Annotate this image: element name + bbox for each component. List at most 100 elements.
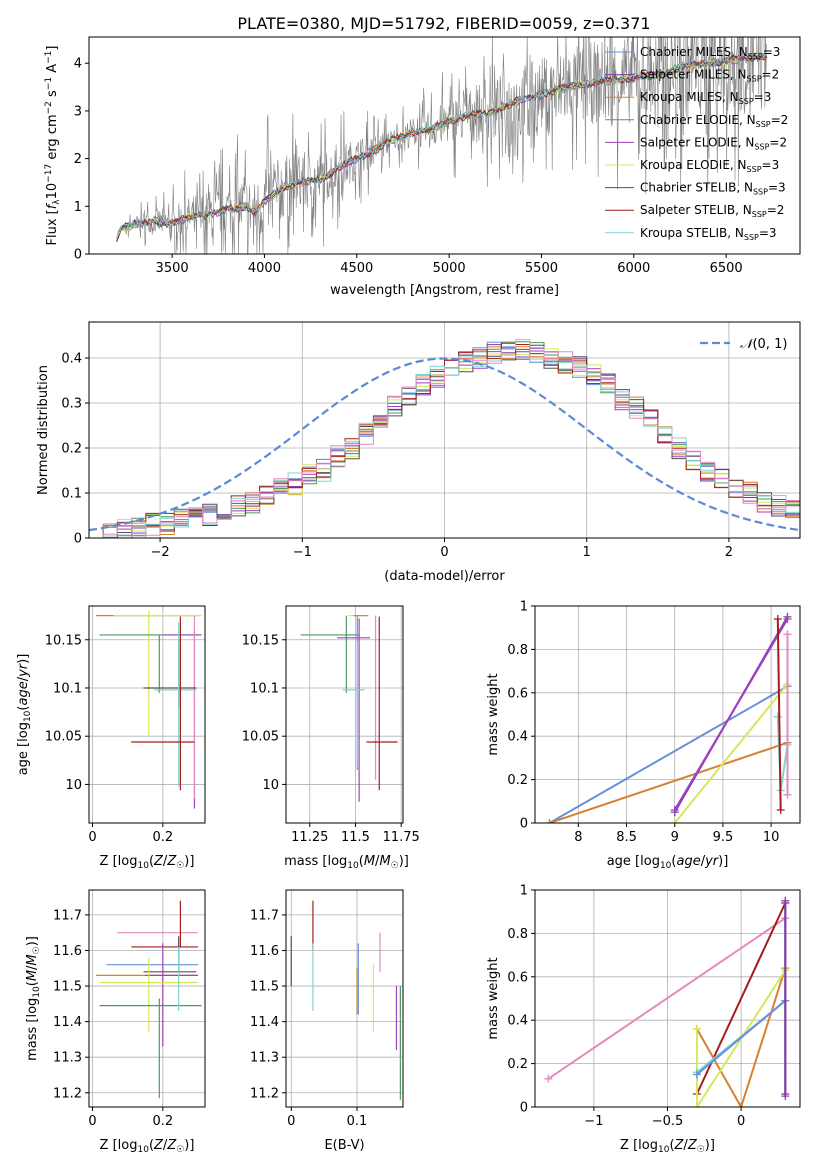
- weight-line: [695, 969, 787, 1107]
- weight-marker: [783, 790, 792, 799]
- x-tick-label: 0: [88, 830, 96, 845]
- axes-frame: [88, 605, 206, 824]
- histogram-step: [89, 348, 800, 538]
- legend-entry: Kroupa MILES, NSSP=3: [640, 90, 771, 106]
- plot-area: [290, 900, 401, 1100]
- weight-line: [547, 917, 786, 1080]
- weight-line: [673, 618, 789, 811]
- y-tick-label: 11.3: [53, 1051, 82, 1066]
- weight-line: [696, 999, 786, 1076]
- x-tick-label: 10: [763, 830, 780, 845]
- spectrum-data-line: [116, 37, 767, 254]
- weight-marker: [692, 1103, 701, 1107]
- legend-entry: Chabrier ELODIE, NSSP=2: [640, 113, 788, 129]
- panel-massweight_vs_age: 8 8.5 9 9.5 10 0 0.2 0.4 0.6 0.8 1 mass weight age […: [486, 600, 801, 871]
- y-axis-label: Flux [fλ10−17 erg cm−2 s−1 A−1]: [44, 46, 62, 246]
- y-tick-label: 1: [520, 600, 528, 615]
- model-line-chabrier-stelib: [116, 54, 768, 243]
- y-tick-label: 0.4: [507, 730, 528, 745]
- x-tick-label: 4500: [340, 261, 373, 276]
- y-tick-label: 11.7: [250, 908, 279, 923]
- y-tick-label: 0.4: [507, 1014, 528, 1029]
- panel-residuals: −2 −1 0 1 2 0 0.1 0.2 0.3 0.4 𝒩(0, 1) (data-model)/…: [36, 321, 801, 584]
- y-axis-label: age [log10(age/yr)]: [16, 654, 33, 776]
- plot-area: [116, 37, 768, 254]
- x-axis-label: Z [log10(Z/Z☉)]: [100, 1138, 195, 1155]
- legend-entry: Salpeter ELODIE, NSSP=2: [640, 135, 787, 151]
- x-tick-label: 0: [440, 545, 448, 560]
- weight-line: [673, 683, 789, 823]
- y-tick-label: 0.2: [61, 442, 82, 457]
- x-tick-label: −1: [584, 1114, 603, 1129]
- y-tick-label: 0.6: [507, 686, 528, 701]
- x-tick-label: 4000: [248, 261, 281, 276]
- y-tick-label: 0.8: [507, 927, 528, 942]
- axes-frame: [285, 889, 404, 1108]
- x-tick-label: −0.5: [652, 1114, 684, 1129]
- weight-marker: [544, 1074, 553, 1083]
- y-tick-label: 0.2: [507, 1057, 528, 1072]
- panel-age_vs_mass: 11.25 11.5 11.75 10 10.05 10.1 10.15 mass [log1…: [242, 605, 420, 871]
- y-tick-label: 1: [520, 884, 528, 899]
- x-axis-label: mass [log10(M/M☉)]: [284, 854, 409, 871]
- x-axis-label: age [log10(age/yr)]: [607, 854, 729, 871]
- weight-line: [696, 967, 787, 1107]
- y-tick-label: 2: [74, 152, 82, 167]
- y-tick-label: 0.6: [507, 970, 528, 985]
- axes-frame: [534, 889, 801, 1108]
- y-tick-label: 11.5: [53, 980, 82, 995]
- weight-marker: [545, 819, 554, 823]
- x-tick-label: 3500: [156, 261, 189, 276]
- weight-marker: [692, 1024, 701, 1033]
- weight-marker: [692, 1070, 701, 1079]
- weight-marker: [783, 615, 792, 624]
- x-axis-label: Z [log10(Z/Z☉)]: [100, 854, 195, 871]
- y-tick-label: 0.3: [61, 397, 82, 412]
- normal-curve: [89, 357, 800, 532]
- panel-spectrum: 3500 4000 4500 5000 5500 6000 6500 0 1 2 3 4 Chabrie…: [44, 36, 801, 298]
- legend-entry: Chabrier MILES, NSSP=3: [640, 45, 780, 61]
- axes-frame: [285, 605, 404, 824]
- y-axis-label: mass weight: [486, 957, 501, 1039]
- y-tick-label: 11.7: [53, 908, 82, 923]
- y-tick-label: 10: [65, 778, 82, 793]
- model-line-kroupa-stelib: [116, 51, 768, 240]
- weight-marker: [773, 615, 782, 624]
- y-tick-label: 11.4: [53, 1015, 82, 1030]
- panel-massweight_vs_Z: −1 −0.5 0 0 0.2 0.4 0.6 0.8 1 mass weight Z [log10…: [486, 884, 801, 1155]
- y-tick-label: 0: [520, 1101, 528, 1116]
- y-tick-label: 10: [262, 778, 279, 793]
- x-axis-label: E(B-V): [324, 1138, 364, 1153]
- y-tick-label: 10.05: [242, 730, 279, 745]
- x-axis-label: wavelength [Angstrom, rest frame]: [330, 283, 559, 298]
- y-tick-label: 10.15: [45, 633, 82, 648]
- y-tick-label: 0.1: [61, 487, 82, 502]
- x-tick-label: −1: [293, 545, 312, 560]
- legend-entry: Chabrier STELIB, NSSP=3: [640, 181, 786, 197]
- histogram-step: [89, 347, 800, 538]
- x-tick-label: 6000: [617, 261, 650, 276]
- legend-entry: Salpeter MILES, NSSP=2: [640, 68, 779, 84]
- weight-line: [549, 741, 788, 823]
- y-tick-label: 0.8: [507, 643, 528, 658]
- legend-entry: Kroupa ELODIE, NSSP=3: [640, 158, 779, 174]
- x-tick-label: 2: [725, 545, 733, 560]
- y-axis-label: mass weight: [486, 673, 501, 755]
- x-tick-label: 0.2: [152, 1114, 173, 1129]
- x-tick-label: −2: [151, 545, 170, 560]
- weight-marker: [781, 896, 790, 905]
- weight-line: [776, 618, 782, 811]
- panel-mass_vs_ebv: 0 0.1 11.2 11.3 11.4 11.5 11.6 11.7 E(B-V): [250, 889, 404, 1153]
- figure-title: PLATE=0380, MJD=51792, FIBERID=0059, z=0…: [237, 14, 650, 33]
- y-tick-label: 3: [74, 104, 82, 119]
- legend-entry: Kroupa STELIB, NSSP=3: [640, 226, 777, 242]
- x-tick-label: 1: [583, 545, 591, 560]
- y-tick-label: 0.4: [61, 352, 82, 367]
- y-axis-label: mass [log10(M/M☉)]: [25, 936, 42, 1061]
- y-tick-label: 11.4: [250, 1015, 279, 1030]
- x-tick-label: 5000: [433, 261, 466, 276]
- y-tick-label: 10.15: [242, 633, 279, 648]
- y-tick-label: 10.05: [45, 730, 82, 745]
- legend-entry: Salpeter STELIB, NSSP=2: [640, 203, 784, 219]
- x-axis-label: Z [log10(Z/Z☉)]: [620, 1138, 715, 1155]
